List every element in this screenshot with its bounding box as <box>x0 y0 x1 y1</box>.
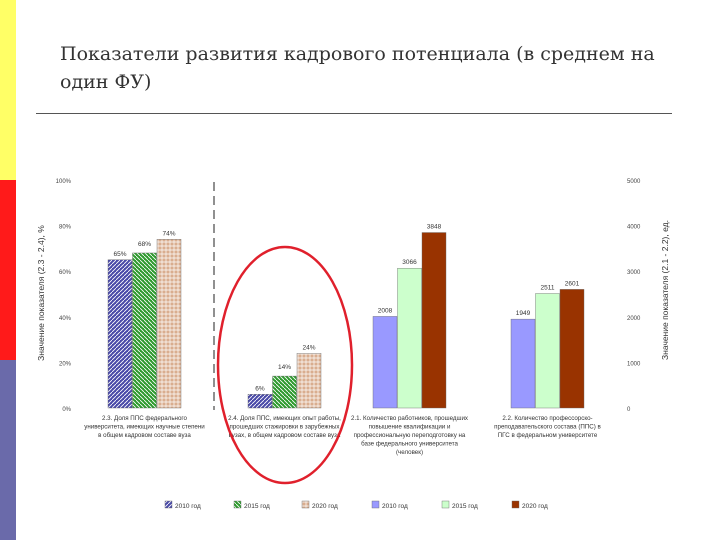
title-underline <box>36 113 672 114</box>
legend-swatch <box>371 500 380 509</box>
bar <box>132 252 157 409</box>
bar-value-label: 65% <box>113 251 126 258</box>
bar <box>156 239 182 409</box>
legend-swatch <box>233 500 242 509</box>
left-tick-label: 60% <box>59 270 72 276</box>
legend-label: 2010 год <box>175 503 201 510</box>
bar <box>421 232 447 409</box>
right-tick-label: 2000 <box>627 316 641 322</box>
bar <box>107 259 133 409</box>
slide-title: Показатели развития кадрового потенциала… <box>60 43 655 93</box>
highlight-ellipse <box>216 245 354 485</box>
category-label: 2.3. Доля ППС федерального университета, … <box>84 415 205 439</box>
bar-value-label: 2601 <box>565 280 580 287</box>
legend-swatch <box>441 500 450 509</box>
bar-value-label: 2511 <box>541 284 555 291</box>
legend-swatch <box>511 500 520 509</box>
category-label: 2.1. Количество работников, прошедших пов… <box>351 415 469 456</box>
right-axis-title: Значение показателя (2.1 - 2.2), ед. <box>660 220 670 360</box>
bar-value-label: 14% <box>278 364 291 371</box>
side-stripe-blue <box>0 360 16 540</box>
right-tick-label: 5000 <box>627 179 641 185</box>
side-stripe-yellow <box>0 0 16 180</box>
left-tick-label: 20% <box>59 361 72 367</box>
legend-label: 2010 год <box>382 503 408 510</box>
right-tick-label: 1000 <box>627 361 641 367</box>
left-axis-title: Значение показателя (2.3 - 2.4), % <box>36 225 46 361</box>
left-tick-label: 100% <box>56 179 72 185</box>
bar <box>296 353 322 409</box>
legend-swatch <box>164 500 173 509</box>
bar <box>397 267 422 409</box>
category-label: 2.2. Количество профессорско-преподавате… <box>494 415 601 439</box>
side-stripe-red <box>0 180 16 360</box>
bar <box>372 316 398 409</box>
legend-label: 2020 год <box>522 503 548 510</box>
bar <box>272 375 297 409</box>
category-label: 2.4. Доля ППС, имеющих опыт работы, проше… <box>228 415 341 439</box>
bar-value-label: 2008 <box>378 307 393 314</box>
legend-swatch <box>301 500 310 509</box>
left-tick-label: 80% <box>59 225 72 231</box>
bar-value-label: 3066 <box>402 259 417 266</box>
legend-label: 2020 год <box>312 503 338 510</box>
right-tick-label: 0 <box>627 407 631 413</box>
bar-value-label: 74% <box>162 230 175 237</box>
bar-value-label: 3848 <box>427 224 442 231</box>
bar <box>535 293 560 409</box>
legend-label: 2015 год <box>452 503 478 510</box>
left-tick-label: 0% <box>62 407 71 413</box>
bar <box>510 318 536 409</box>
right-tick-label: 3000 <box>627 270 641 276</box>
bar-value-label: 68% <box>138 241 151 248</box>
right-tick-label: 4000 <box>627 225 641 231</box>
bar-value-label: 6% <box>255 385 265 392</box>
bar-value-label: 24% <box>302 344 315 351</box>
bar-value-label: 1949 <box>516 310 531 317</box>
bar <box>247 394 273 409</box>
left-tick-label: 40% <box>59 316 72 322</box>
legend-label: 2015 год <box>244 503 270 510</box>
bar <box>559 289 585 409</box>
